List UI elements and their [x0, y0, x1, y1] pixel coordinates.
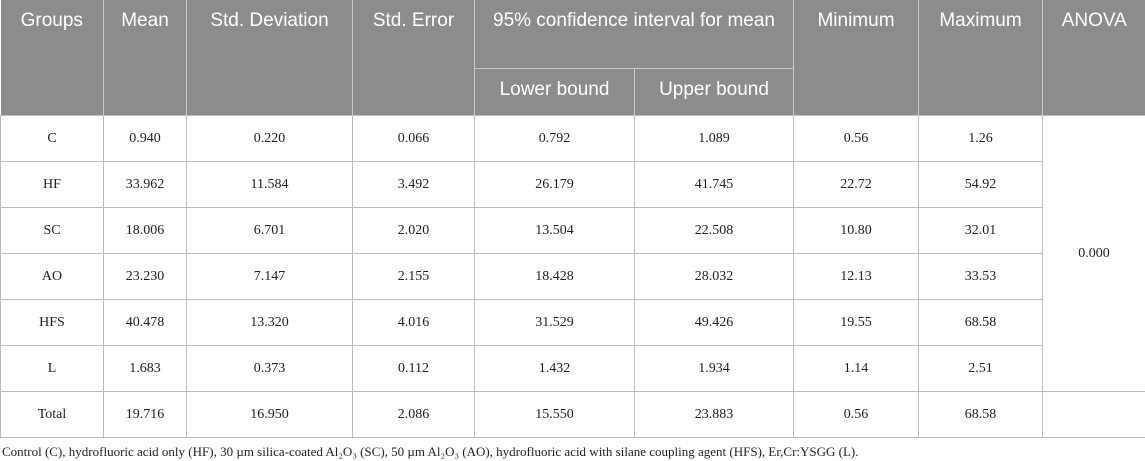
table-header: Groups Mean Std. Deviation Std. Error 95% co…: [0, 0, 1145, 116]
table-cell: 1.089: [634, 115, 794, 162]
table-cell: 6.701: [186, 207, 353, 254]
header-cell: Maximum: [918, 0, 1043, 116]
table-cell: 10.80: [793, 207, 919, 254]
table-cell: HF: [0, 161, 104, 208]
table-row: HF 33.962 11.584 3.492 26.179 41.745 22.72 54.9…: [0, 161, 1145, 208]
table-cell: 3.492: [352, 161, 475, 208]
table-cell: 2.51: [918, 345, 1043, 392]
table-cell: 1.14: [793, 345, 919, 392]
table-row: Total 19.716 16.950 2.086 15.550 23.883 0.56 68…: [0, 391, 1145, 438]
table-cell: 33.962: [103, 161, 187, 208]
header-cell: Mean: [103, 0, 187, 116]
table-cell: 11.584: [186, 161, 353, 208]
table-cell: 2.086: [352, 391, 475, 438]
table-cell: 0.792: [474, 115, 635, 162]
table-cell: Total: [0, 391, 104, 438]
data-table: Groups Mean Std. Deviation Std. Error 95% co…: [0, 0, 1145, 438]
header-cell: ANOVA: [1042, 0, 1145, 116]
table-cell: 1.26: [918, 115, 1043, 162]
table-cell: 33.53: [918, 253, 1043, 300]
table-cell: 22.72: [793, 161, 919, 208]
table-cell: C: [0, 115, 104, 162]
header-cell: Std. Deviation: [186, 0, 353, 116]
table-cell: 23.883: [634, 391, 794, 438]
empty-cell: [1042, 391, 1145, 438]
header-cell: Minimum: [793, 0, 919, 116]
subheader-row: Lower bound Upper bound: [1, 68, 1145, 116]
header-cell: Groups: [0, 0, 104, 116]
table-cell: 0.373: [186, 345, 353, 392]
header-cell: Std. Error: [352, 0, 475, 116]
table-cell: 16.950: [186, 391, 353, 438]
table-cell: 22.508: [634, 207, 794, 254]
table-cell: 18.428: [474, 253, 635, 300]
table-cell: 23.230: [103, 253, 187, 300]
table-cell: 7.147: [186, 253, 353, 300]
table-cell: 32.01: [918, 207, 1043, 254]
table-row: HFS 40.478 13.320 4.016 31.529 49.426 19.55 68.…: [0, 299, 1145, 346]
table-cell: 15.550: [474, 391, 635, 438]
table-cell: 0.56: [793, 115, 919, 162]
table-cell: 41.745: [634, 161, 794, 208]
table-cell: HFS: [0, 299, 104, 346]
table-cell: 1.432: [474, 345, 635, 392]
table-cell: 26.179: [474, 161, 635, 208]
table-cell: 0.066: [352, 115, 475, 162]
table-body: C 0.940 0.220 0.066 0.792 1.089 0.56 1.26 0.000 H…: [0, 115, 1145, 438]
subheader-cell: Lower bound: [474, 68, 635, 116]
table-row: AO 23.230 7.147 2.155 18.428 28.032 12.13 33.53: [0, 253, 1145, 300]
table-row: SC 18.006 6.701 2.020 13.504 22.508 10.80 32.01: [0, 207, 1145, 254]
table-row: C 0.940 0.220 0.066 0.792 1.089 0.56 1.26 0.000: [0, 115, 1145, 392]
table-cell: 19.716: [103, 391, 187, 438]
table-cell: 54.92: [918, 161, 1043, 208]
table-cell: 1.683: [103, 345, 187, 392]
table-cell: 18.006: [103, 207, 187, 254]
anova-cell: 0.000: [1042, 115, 1145, 392]
table-row: L 1.683 0.373 0.112 1.432 1.934 1.14 2.51: [0, 345, 1145, 392]
table-cell: 0.112: [352, 345, 475, 392]
table-cell: 31.529: [474, 299, 635, 346]
table-cell: 49.426: [634, 299, 794, 346]
table-cell: AO: [0, 253, 104, 300]
table-cell: 0.220: [186, 115, 353, 162]
table-cell: 12.13: [793, 253, 919, 300]
header-cell: 95% confidence interval for mean: [474, 0, 794, 69]
footnote: Control (C), hydrofluoric acid only (HF)…: [2, 444, 859, 459]
table-cell: SC: [0, 207, 104, 254]
table-cell: 40.478: [103, 299, 187, 346]
subheader-cell: Upper bound: [634, 68, 794, 116]
table-cell: 0.940: [103, 115, 187, 162]
table-cell: 2.020: [352, 207, 475, 254]
table-cell: 19.55: [793, 299, 919, 346]
table-cell: 68.58: [918, 391, 1043, 438]
table-cell: 0.56: [793, 391, 919, 438]
table-cell: 2.155: [352, 253, 475, 300]
table-cell: 28.032: [634, 253, 794, 300]
table-cell: 68.58: [918, 299, 1043, 346]
header-row: Groups Mean Std. Deviation Std. Error 95% co…: [0, 0, 1145, 116]
table-cell: 13.320: [186, 299, 353, 346]
table-cell: 4.016: [352, 299, 475, 346]
table-cell: L: [0, 345, 104, 392]
table-cell: 1.934: [634, 345, 794, 392]
table-cell: 13.504: [474, 207, 635, 254]
